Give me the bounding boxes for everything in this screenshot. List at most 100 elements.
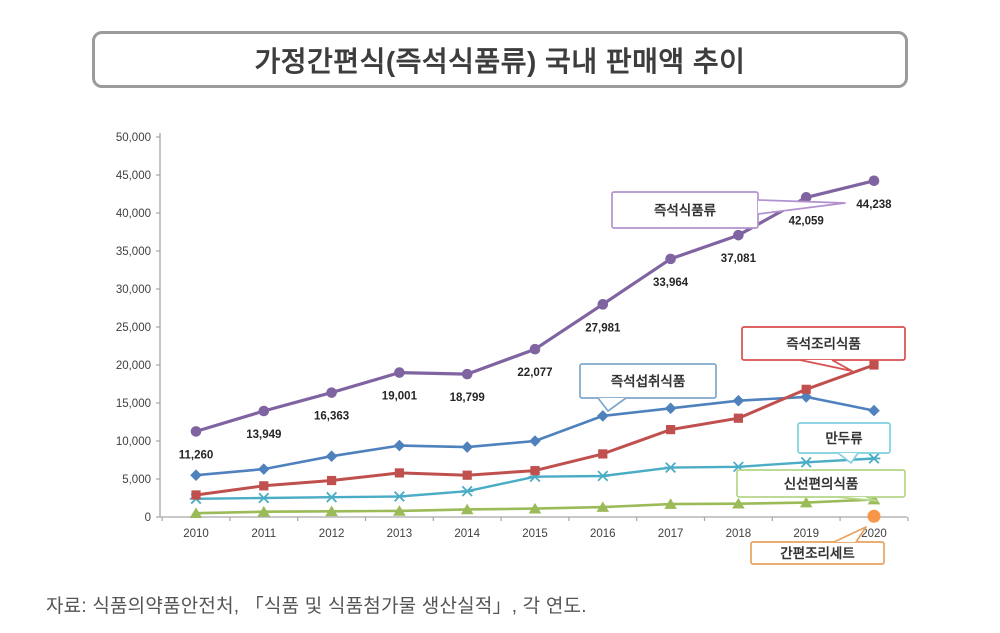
marker-circle: [868, 175, 880, 187]
x-tick-label: 2011: [251, 528, 276, 540]
marker-square: [666, 425, 676, 435]
callout-box: [579, 363, 717, 399]
callout-pointer: [757, 199, 846, 215]
x-tick-label: 2012: [319, 528, 345, 540]
marker-circle: [394, 367, 405, 378]
marker-circle: [190, 426, 202, 437]
marker-circle: [867, 509, 881, 523]
marker-triangle: [257, 505, 271, 517]
marker-triangle: [596, 501, 610, 512]
y-tick-label: 35,000: [116, 246, 151, 258]
callout-label: 간편조리세트: [780, 545, 855, 561]
marker-triangle: [732, 497, 745, 509]
x-tick-label: 2013: [387, 528, 413, 540]
x-tick-label: 2016: [590, 528, 616, 540]
callout-label: 신선편의식품: [784, 475, 859, 491]
y-tick-label: 5,000: [122, 474, 151, 486]
y-tick-label: 20,000: [116, 360, 151, 372]
callout-즉석조리식품: 즉석조리식품: [741, 326, 906, 372]
marker-triangle: [528, 502, 542, 514]
callout-만두류: 만두류: [797, 422, 891, 464]
data-label: 11,260: [179, 449, 214, 461]
marker-circle: [733, 229, 744, 241]
callout-box: [736, 469, 906, 498]
marker-diamond: [597, 410, 609, 422]
marker-diamond: [732, 394, 745, 407]
callout-pointer: [837, 452, 859, 464]
marker-diamond: [393, 439, 406, 452]
data-label: 37,081: [721, 253, 757, 265]
y-tick-label: 30,000: [116, 284, 151, 296]
marker-triangle: [664, 498, 677, 509]
series-즉석식품류: 11,260 13,949 16,363 19,001 18,799 22,077 27,9…: [179, 175, 892, 461]
marker-diamond: [868, 404, 880, 417]
marker-square: [259, 481, 269, 491]
y-tick-label: 0: [145, 512, 151, 524]
marker-diamond: [190, 469, 202, 481]
data-label: 13,949: [246, 429, 281, 441]
marker-square: [327, 475, 337, 486]
x-tick-label: 2014: [454, 528, 480, 540]
y-tick-label: 10,000: [116, 436, 151, 448]
x-tick-label: 2020: [861, 528, 887, 540]
callout-pointer: [833, 526, 867, 543]
callout-즉석섭취식품: 즉석섭취식품: [579, 363, 717, 412]
data-label: 44,238: [856, 199, 892, 211]
data-label: 27,981: [585, 322, 621, 334]
marker-square: [733, 413, 743, 423]
marker-circle: [529, 343, 541, 355]
marker-square: [598, 449, 608, 459]
marker-triangle: [460, 503, 474, 515]
marker-triangle: [189, 507, 203, 518]
marker-square: [869, 360, 879, 370]
marker-diamond: [800, 391, 812, 403]
marker-square: [191, 490, 201, 500]
x-tick-label: 2010: [183, 528, 209, 540]
marker-circle: [665, 253, 676, 265]
marker-triangle: [799, 496, 813, 508]
callout-pointer: [799, 359, 853, 372]
marker-triangle: [325, 505, 338, 517]
marker-diamond: [664, 402, 677, 415]
callout-label: 즉석조리식품: [786, 336, 861, 351]
marker-circle: [461, 368, 473, 380]
marker-diamond: [461, 441, 473, 453]
source-note: 자료: 식품의약품안전처, 「식품 및 식품첨가물 생산실적」, 각 연도.: [46, 596, 587, 617]
series-즉석섭취식품: [190, 391, 880, 481]
marker-square: [394, 468, 404, 478]
series-신선편의식품: [189, 493, 881, 518]
callout-간편조리세트: 간편조리세트: [750, 526, 885, 565]
marker-square: [530, 466, 540, 476]
series-간편조리세트: [867, 509, 881, 523]
callout-즉석식품류: 즉석식품류: [611, 191, 846, 229]
x-tick-label: 2018: [726, 528, 752, 540]
y-tick-label: 45,000: [116, 170, 151, 182]
marker-square: [462, 470, 472, 480]
callout-pointer: [837, 496, 878, 502]
data-label: 22,077: [517, 367, 552, 379]
y-tick-label: 25,000: [116, 322, 151, 334]
marker-circle: [800, 192, 812, 203]
y-tick-label: 15,000: [116, 398, 151, 410]
marker-diamond: [258, 463, 270, 475]
chart-title-box: 가정간편식(즉석식품류) 국내 판매액 추이: [92, 31, 908, 88]
marker-diamond: [325, 450, 338, 462]
chart-title: 가정간편식(즉석식품류) 국내 판매액 추이: [254, 45, 746, 77]
series-line: [194, 179, 876, 433]
marker-square: [801, 384, 811, 394]
marker-circle: [258, 405, 270, 417]
x-tick-label: 2019: [793, 528, 819, 540]
series-즉석조리식품: [191, 360, 879, 500]
data-label: 18,799: [450, 392, 485, 404]
y-tick-label: 50,000: [116, 132, 151, 144]
marker-circle: [326, 387, 337, 398]
x-tick-label: 2017: [658, 528, 684, 540]
x-tick-label: 2015: [522, 528, 548, 540]
axes: 0 5,000 10,000 15,000 20,000 25,000 30,000 35,0…: [116, 132, 909, 540]
callout-pointer: [597, 397, 627, 412]
marker-triangle: [393, 505, 406, 516]
data-label: 33,964: [653, 277, 689, 289]
marker-diamond: [529, 435, 541, 447]
